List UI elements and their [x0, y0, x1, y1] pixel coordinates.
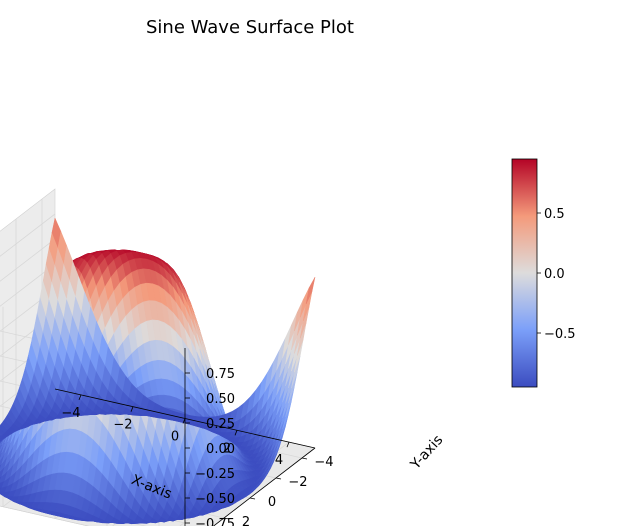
- colorbar: −0.5 0.0 0.5: [511, 158, 576, 388]
- z-tick-label: −0.50: [195, 492, 235, 507]
- x-tick-mark: [182, 418, 186, 424]
- z-tick-label: −0.25: [195, 467, 235, 482]
- surface-facet: [305, 276, 316, 305]
- x-tick-mark: [130, 406, 134, 412]
- axis-ticks: −4−2024−4−2024−0.75−0.50−0.250.000.250.5…: [61, 367, 333, 526]
- y-tick-label: 0: [268, 495, 276, 510]
- x-tick-label: −4: [61, 406, 80, 421]
- x-tick-label: 2: [223, 441, 231, 456]
- gridline: [0, 288, 56, 332]
- y-tick-label: 2: [242, 515, 250, 526]
- z-tick-label: 0.50: [206, 392, 235, 407]
- z-tick-label: 0.25: [206, 417, 235, 432]
- y-tick-mark: [275, 477, 282, 480]
- surface-facet: [0, 433, 3, 438]
- gridline: [0, 263, 56, 307]
- surface-facet: [0, 487, 3, 491]
- x-tick-label: 0: [171, 430, 179, 445]
- y-axis-label: Y-axis: [407, 432, 446, 473]
- surface-mesh: [0, 217, 316, 525]
- y-tick-mark: [301, 457, 308, 460]
- gridline: [0, 213, 56, 257]
- colorbar-tick-label: −0.5: [544, 327, 576, 342]
- y-tick-label: −4: [314, 455, 333, 470]
- gridline: [0, 238, 56, 282]
- x-tick-label: −2: [113, 418, 132, 433]
- colorbar-gradient: [511, 158, 538, 388]
- x-tick-mark: [78, 394, 82, 401]
- z-tick-label: 0.00: [206, 442, 235, 457]
- colorbar-tick-label: 0.5: [544, 207, 565, 222]
- colorbar-tick-label: 0.0: [544, 267, 565, 282]
- chart-title: Sine Wave Surface Plot: [146, 17, 354, 38]
- z-tick-label: 0.75: [206, 367, 235, 382]
- axis-lines: [54, 348, 316, 526]
- y-tick-mark: [223, 517, 230, 520]
- y-tick-label: −2: [288, 475, 307, 490]
- gridline: [0, 313, 56, 357]
- x-tick-mark: [286, 441, 290, 448]
- x-tick-label: 4: [275, 453, 283, 468]
- z-tick-label: −0.75: [195, 517, 235, 526]
- y-tick-mark: [249, 497, 256, 500]
- x-tick-mark: [234, 430, 238, 436]
